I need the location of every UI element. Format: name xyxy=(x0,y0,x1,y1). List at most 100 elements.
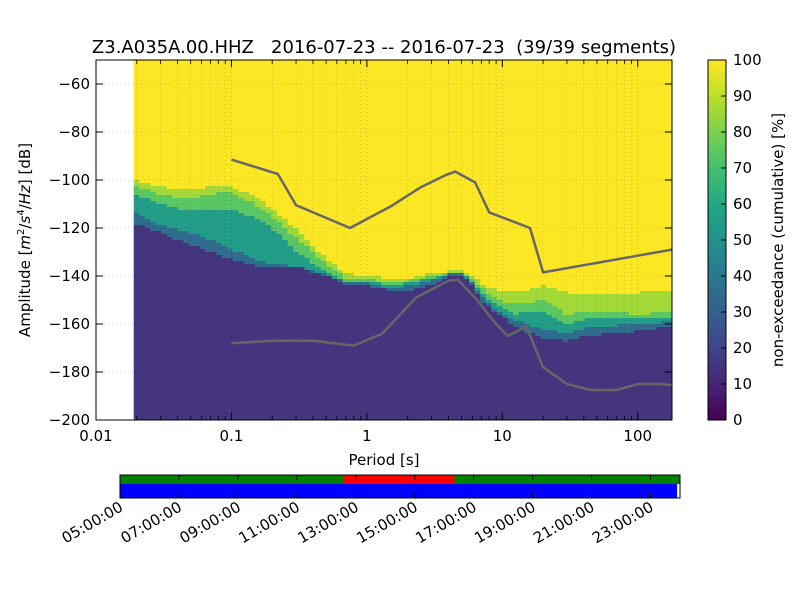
heatmap-cell xyxy=(287,309,294,313)
heatmap-cell xyxy=(265,90,272,94)
heatmap-cell xyxy=(342,195,349,199)
heatmap-cell xyxy=(304,402,311,406)
heatmap-cell xyxy=(216,366,223,370)
heatmap-cell xyxy=(166,399,173,403)
heatmap-cell xyxy=(260,306,267,310)
heatmap-cell xyxy=(293,72,300,76)
heatmap-cell xyxy=(309,69,316,73)
heatmap-cell xyxy=(177,177,184,181)
heatmap-cell xyxy=(166,243,173,247)
heatmap-cell xyxy=(353,153,360,157)
heatmap-cell xyxy=(144,267,151,271)
heatmap-cell xyxy=(221,99,228,103)
heatmap-cell xyxy=(177,273,184,277)
heatmap-cell xyxy=(221,369,228,373)
heatmap-cell xyxy=(205,231,212,235)
heatmap-cell xyxy=(155,312,162,316)
heatmap-cell xyxy=(287,111,294,115)
heatmap-cell xyxy=(144,117,151,121)
heatmap-cell xyxy=(232,96,239,100)
heatmap-cell xyxy=(194,99,201,103)
heatmap-cell xyxy=(337,225,344,229)
heatmap-cell xyxy=(161,330,168,334)
heatmap-cell xyxy=(155,327,162,331)
heatmap-cell xyxy=(188,294,195,298)
heatmap-cell xyxy=(254,144,261,148)
heatmap-cell xyxy=(298,132,305,136)
heatmap-cell xyxy=(177,120,184,124)
heatmap-cell xyxy=(271,348,278,352)
heatmap-cell xyxy=(276,240,283,244)
heatmap-cell xyxy=(139,138,146,142)
heatmap-cell xyxy=(276,108,283,112)
heatmap-cell xyxy=(249,204,256,208)
heatmap-cell xyxy=(315,378,322,382)
heatmap-cell xyxy=(282,402,289,406)
heatmap-cell xyxy=(232,276,239,280)
heatmap-cell xyxy=(320,129,327,133)
heatmap-cell xyxy=(232,405,239,409)
heatmap-cell xyxy=(348,135,355,139)
heatmap-cell xyxy=(232,336,239,340)
heatmap-cell xyxy=(260,78,267,82)
heatmap-cell xyxy=(265,306,272,310)
heatmap-cell xyxy=(260,387,267,391)
heatmap-cell xyxy=(205,360,212,364)
heatmap-cell xyxy=(293,102,300,106)
heatmap-cell xyxy=(298,414,305,418)
heatmap-cell xyxy=(188,336,195,340)
heatmap-cell xyxy=(232,408,239,412)
heatmap-cell xyxy=(249,369,256,373)
heatmap-cell xyxy=(342,102,349,106)
heatmap-cell xyxy=(293,345,300,349)
heatmap-cell xyxy=(293,105,300,109)
heatmap-cell xyxy=(353,339,360,343)
heatmap-cell xyxy=(144,123,151,127)
heatmap-cell xyxy=(359,75,366,79)
heatmap-cell xyxy=(337,144,344,148)
heatmap-cell xyxy=(326,378,333,382)
heatmap-cell xyxy=(271,273,278,277)
heatmap-cell xyxy=(249,366,256,370)
heatmap-cell xyxy=(326,117,333,121)
heatmap-cell xyxy=(177,90,184,94)
heatmap-cell xyxy=(254,267,261,271)
heatmap-cell xyxy=(172,192,179,196)
heatmap-cell xyxy=(315,318,322,322)
heatmap-cell xyxy=(304,126,311,130)
heatmap-cell xyxy=(298,348,305,352)
heatmap-cell xyxy=(276,165,283,169)
heatmap-cell xyxy=(150,351,157,355)
heatmap-cell xyxy=(265,318,272,322)
heatmap-cell xyxy=(133,327,140,331)
heatmap-cell xyxy=(238,354,245,358)
heatmap-cell xyxy=(304,135,311,139)
heatmap-cell xyxy=(188,165,195,169)
heatmap-cell xyxy=(353,246,360,250)
heatmap-column xyxy=(221,60,228,420)
heatmap-cell xyxy=(348,114,355,118)
heatmap-cell xyxy=(221,261,228,265)
heatmap-cell xyxy=(177,96,184,100)
heatmap-cell xyxy=(172,108,179,112)
heatmap-cell xyxy=(254,87,261,91)
heatmap-cell xyxy=(144,114,151,118)
heatmap-cell xyxy=(150,147,157,151)
heatmap-cell xyxy=(133,384,140,388)
heatmap-cell xyxy=(276,402,283,406)
heatmap-cell xyxy=(139,144,146,148)
heatmap-cell xyxy=(155,201,162,205)
heatmap-cell xyxy=(315,258,322,262)
heatmap-cell xyxy=(326,156,333,160)
heatmap-cell xyxy=(161,234,168,238)
heatmap-cell xyxy=(249,219,256,223)
heatmap-cell xyxy=(199,210,206,214)
heatmap-cell xyxy=(155,81,162,85)
heatmap-cell xyxy=(320,87,327,91)
heatmap-cell xyxy=(194,348,201,352)
heatmap-cell xyxy=(194,402,201,406)
heatmap-cell xyxy=(227,159,234,163)
heatmap-cell xyxy=(133,135,140,139)
heatmap-cell xyxy=(144,249,151,253)
heatmap-cell xyxy=(315,228,322,232)
